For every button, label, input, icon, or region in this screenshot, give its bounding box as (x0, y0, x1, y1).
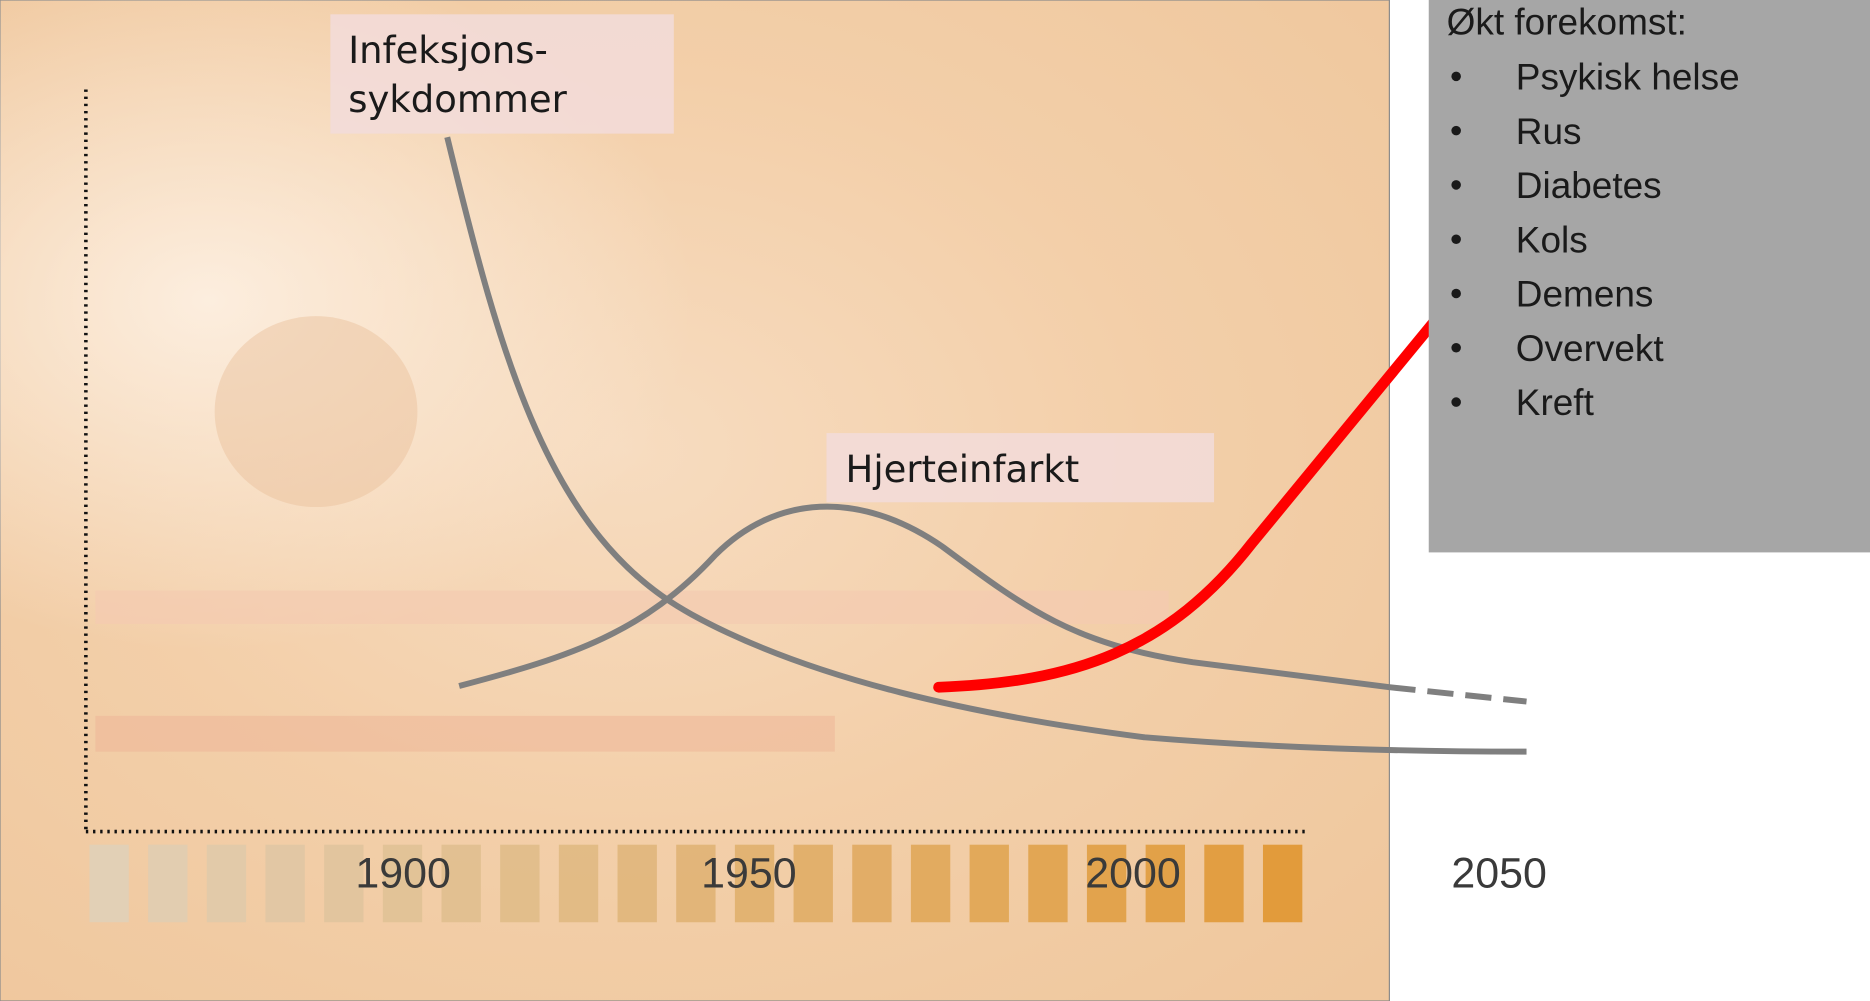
sidebar-item: Demens (1516, 274, 1654, 315)
bullet (1451, 234, 1461, 244)
timeline-square (89, 844, 129, 923)
label-text: sykdommer (348, 78, 567, 121)
timeline-square (1028, 844, 1068, 923)
sidebar-item: Diabetes (1516, 165, 1662, 206)
timeline-square (148, 844, 188, 923)
timeline-square (852, 844, 892, 923)
sidebar-list: Psykisk helse Rus Diabetes Kols Demens Overve… (1451, 56, 1740, 423)
timeline-square (676, 844, 716, 923)
timeline-square (265, 844, 305, 923)
year-label: 2000 (1085, 850, 1181, 898)
timeline-square (1086, 844, 1127, 923)
rising-arrow (933, 242, 1500, 693)
sidebar-item: Rus (1516, 111, 1582, 152)
sidebar-item: Psykisk helse (1516, 56, 1740, 97)
timeline-square (969, 844, 1009, 923)
timeline-square (382, 844, 423, 923)
background-stroke (95, 590, 1169, 624)
year-label: 2050 (1451, 850, 1547, 898)
bullet (1451, 288, 1461, 299)
background-stroke (214, 316, 418, 508)
bullet (1451, 180, 1461, 190)
timeline-square (734, 844, 775, 923)
heart-curve (458, 503, 1390, 691)
background-stroke (95, 715, 835, 752)
timeline-square (324, 844, 364, 923)
sidebar-box (1428, 0, 1870, 553)
timeline-square (558, 844, 599, 923)
timeline-square (1145, 844, 1185, 923)
label-box (330, 14, 674, 134)
infection-curve (444, 136, 1527, 755)
bullet (1451, 71, 1461, 82)
bullet (1451, 397, 1461, 407)
timeline-squares (89, 844, 1303, 923)
sidebar-title: Økt forekomst: (1447, 2, 1687, 43)
label-text: Hjerteinfarkt (846, 448, 1080, 491)
timeline-square (910, 844, 951, 923)
year-label: 1950 (701, 850, 797, 898)
timeline-square (1204, 844, 1244, 923)
label-text: Infeksjons- (348, 29, 548, 72)
label-box (826, 433, 1215, 503)
sidebar-item: Kreft (1516, 382, 1594, 423)
sidebar-item: Kols (1516, 219, 1588, 260)
timeline-square (617, 844, 657, 923)
bullet (1451, 125, 1461, 136)
timeline-square (1262, 844, 1303, 923)
timeline-square (500, 844, 540, 923)
bullet (1451, 343, 1461, 353)
sidebar-item: Overvekt (1516, 328, 1664, 369)
heart-curve-projection (1389, 684, 1527, 705)
year-label: 1900 (355, 850, 451, 898)
timeline-square (441, 844, 481, 923)
timeline-square (206, 844, 247, 923)
timeline-square (793, 844, 833, 923)
